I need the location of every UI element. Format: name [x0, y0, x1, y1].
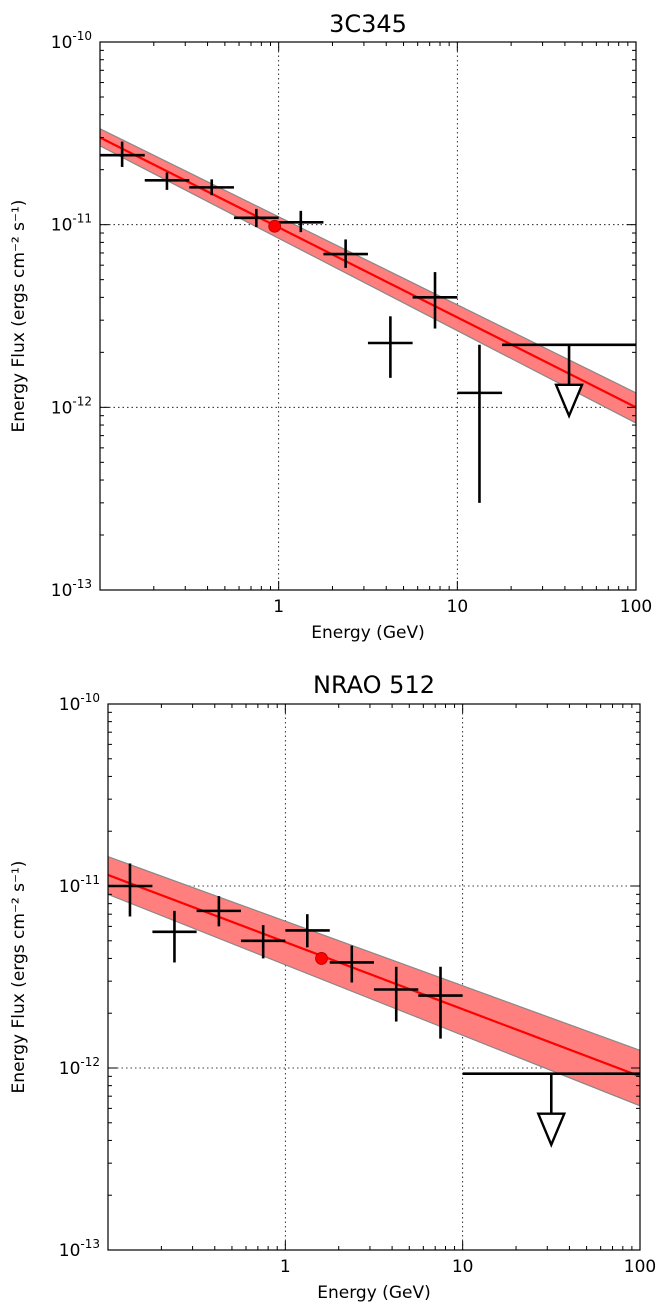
data-point: [189, 179, 234, 196]
upper-limit: [502, 343, 636, 419]
x-tick-label: 1: [273, 597, 284, 617]
upper-limit: [462, 1072, 640, 1148]
model-uncertainty-band: [108, 855, 640, 1107]
y-tick-label: 10-12: [59, 1055, 100, 1079]
x-tick-label: 100: [620, 597, 652, 617]
upper-limit-arrow: [536, 1112, 567, 1148]
data-point: [278, 210, 324, 233]
chart-1: 1 10 100 10-13 10-12 10-11 10-10 3C345 Energy (G…: [9, 10, 652, 643]
y-tick-label: 10-10: [51, 29, 92, 53]
y-axis-label: Energy Flux (ergs cm⁻² s⁻¹): [9, 861, 29, 1094]
model-line: [100, 136, 636, 409]
y-tick-label: 10-13: [59, 1237, 100, 1261]
plot-frame: [99, 41, 637, 591]
x-axis-label: Energy (GeV): [311, 623, 424, 643]
y-axis-label: Energy Flux (ergs cm⁻² s⁻¹): [9, 200, 29, 433]
chart-2: 1 10 100 10-13 10-12 10-11 10-10 NRAO 512 Energy…: [9, 671, 656, 1303]
x-tick-label: 10: [447, 597, 469, 617]
y-tick-label: 10-13: [51, 577, 92, 601]
y-tick-label: 10-11: [59, 873, 100, 897]
plot-area: [100, 128, 636, 503]
data-point: [412, 272, 458, 329]
data-point: [233, 208, 279, 228]
data-point: [144, 172, 190, 190]
data-point: [418, 966, 463, 1039]
x-tick-label: 1: [280, 1257, 291, 1277]
data-point: [373, 966, 419, 1022]
x-tick-label: 10: [452, 1257, 474, 1277]
data-point: [457, 344, 503, 503]
chart-title: NRAO 512: [313, 671, 435, 699]
data-point: [285, 914, 330, 948]
plot-frame: [107, 703, 641, 1251]
data-point: [100, 141, 145, 167]
pivot-marker: [315, 952, 328, 965]
y-tick-label: 10-10: [59, 691, 100, 715]
data-point: [240, 925, 286, 959]
x-axis-label: Energy (GeV): [317, 1283, 430, 1303]
data-point: [152, 910, 197, 963]
upper-limit-arrow: [554, 383, 584, 419]
chart-title: 3C345: [329, 10, 407, 38]
model-uncertainty-band: [100, 128, 636, 424]
data-point: [329, 945, 374, 983]
y-tick-label: 10-11: [51, 212, 92, 236]
model-line: [108, 873, 640, 1078]
data-point: [367, 316, 413, 378]
plot-area: [108, 855, 640, 1148]
pivot-marker: [268, 219, 282, 233]
data-point: [323, 239, 368, 268]
y-tick-label: 10-12: [51, 394, 92, 418]
x-tick-label: 100: [624, 1257, 656, 1277]
data-point: [196, 896, 241, 927]
